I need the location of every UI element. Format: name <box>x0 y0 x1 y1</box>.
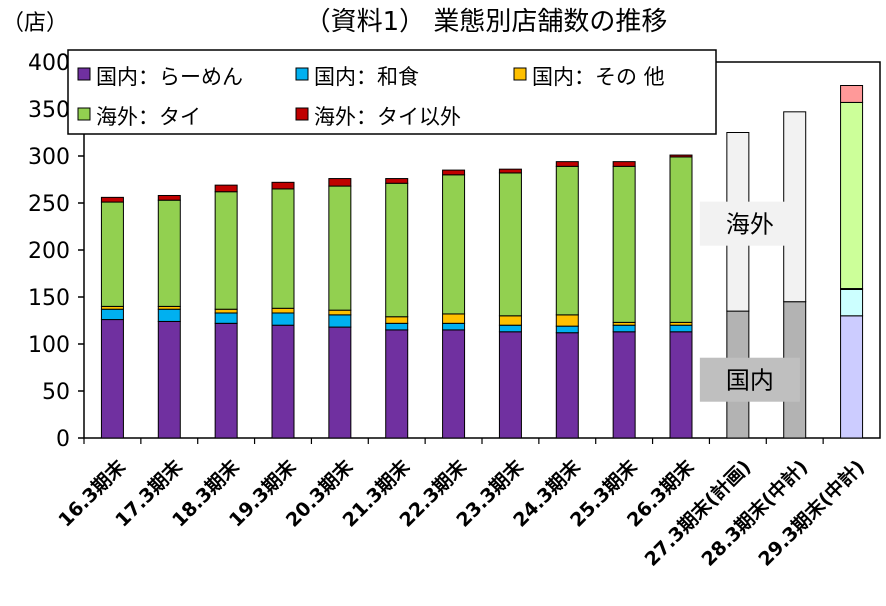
bar-segment <box>498 168 522 174</box>
bar-segment <box>442 174 466 315</box>
bar-segment <box>669 331 693 439</box>
bar-segment <box>555 314 579 327</box>
bar-segment <box>555 165 579 316</box>
bar-segment <box>271 181 295 190</box>
final-bar-segment <box>840 85 864 103</box>
annotation-box <box>699 201 800 246</box>
bar-segment <box>612 331 636 439</box>
bar-segment <box>100 308 124 321</box>
bar-segment <box>612 161 636 167</box>
legend: 国内：らーめん 国内：和食 国内：その 他海外：タイ 海外：タイ以外 <box>67 49 717 135</box>
legend-swatch <box>77 107 91 121</box>
bar-segment <box>669 324 693 333</box>
y-axis: 0 50 100 150 200 250 300 350 400 <box>28 51 84 452</box>
bar-segment <box>669 156 693 323</box>
bar-segment <box>157 199 181 307</box>
chart-title: （資料1） 業態別店舗数の推移 <box>305 7 668 37</box>
bar-segment <box>100 201 124 307</box>
legend-swatch <box>513 67 527 81</box>
bar-segment <box>157 308 181 322</box>
x-axis: 16.3期末17.3期末18.3期末19.3期末20.3期末21.3期末22.3… <box>54 438 869 571</box>
bar-segment <box>385 329 409 439</box>
bar-segment <box>442 329 466 439</box>
legend-swatch <box>295 107 309 121</box>
bar-segment <box>442 322 466 331</box>
bar-segment <box>157 194 181 201</box>
bar-segment <box>214 191 238 310</box>
y-tick-label: 100 <box>28 333 70 358</box>
y-unit-label: （店） <box>2 11 68 36</box>
bar-segment <box>328 185 352 311</box>
legend-swatch <box>295 67 309 81</box>
legend-label: 国内：その 他 <box>532 65 665 89</box>
bar-segment <box>498 172 522 317</box>
legend-label: 国内：和食 <box>314 65 419 89</box>
bar-segment <box>385 182 409 318</box>
y-tick-label: 250 <box>28 192 70 217</box>
bar-segment <box>442 313 466 324</box>
bar-segment <box>498 315 522 326</box>
bar-segment <box>271 312 295 326</box>
y-tick-label: 350 <box>28 98 70 123</box>
y-tick-label: 200 <box>28 239 70 264</box>
bar-segment <box>271 324 295 439</box>
bar-segment <box>385 316 409 324</box>
legend-box <box>67 49 717 135</box>
y-tick-label: 0 <box>56 427 70 452</box>
legend-label: 国内：らーめん <box>96 65 243 89</box>
bar-segment <box>555 161 579 167</box>
y-tick-label: 150 <box>28 286 70 311</box>
y-tick-label: 300 <box>28 145 70 170</box>
bar-segment <box>669 154 693 158</box>
bar-segment <box>555 325 579 334</box>
x-tick-label: 29.3期末(中計) <box>754 455 869 570</box>
bar-segment <box>328 326 352 439</box>
bar-segment <box>328 309 352 316</box>
y-tick-label: 50 <box>42 380 70 405</box>
bar-segment <box>385 178 409 184</box>
bar-segment <box>271 188 295 309</box>
y-tick-label: 400 <box>28 51 70 76</box>
legend-label: 海外：タイ以外 <box>314 105 461 129</box>
bar-segment <box>271 307 295 314</box>
bar-segment <box>442 169 466 176</box>
bar-segment <box>498 324 522 333</box>
final-bar-segment <box>840 288 864 317</box>
annotation-label: 海外 <box>726 211 774 239</box>
annotation-box <box>699 357 800 402</box>
bar-segment <box>328 178 352 187</box>
bar-segment <box>498 331 522 439</box>
bar-segment <box>328 314 352 328</box>
bar-segment <box>100 319 124 439</box>
final-bar-segment <box>840 101 864 290</box>
bar-segment <box>612 324 636 333</box>
bar-segment <box>385 322 409 331</box>
bar-segment <box>157 320 181 439</box>
annotation-label: 国内 <box>726 367 774 395</box>
x-tick-label: 28.3期末(中計) <box>697 455 812 570</box>
bar-segment <box>214 312 238 324</box>
bar-segment <box>612 165 636 323</box>
bar-segment <box>214 308 238 314</box>
final-bar-segment <box>840 315 864 439</box>
bar-segment <box>555 332 579 439</box>
legend-swatch <box>77 67 91 81</box>
bar-segment <box>100 196 124 203</box>
bar-segment <box>214 184 238 193</box>
x-tick-label: 27.3期末(計画) <box>640 455 755 570</box>
legend-label: 海外：タイ <box>96 105 201 129</box>
bar-segment <box>214 322 238 439</box>
